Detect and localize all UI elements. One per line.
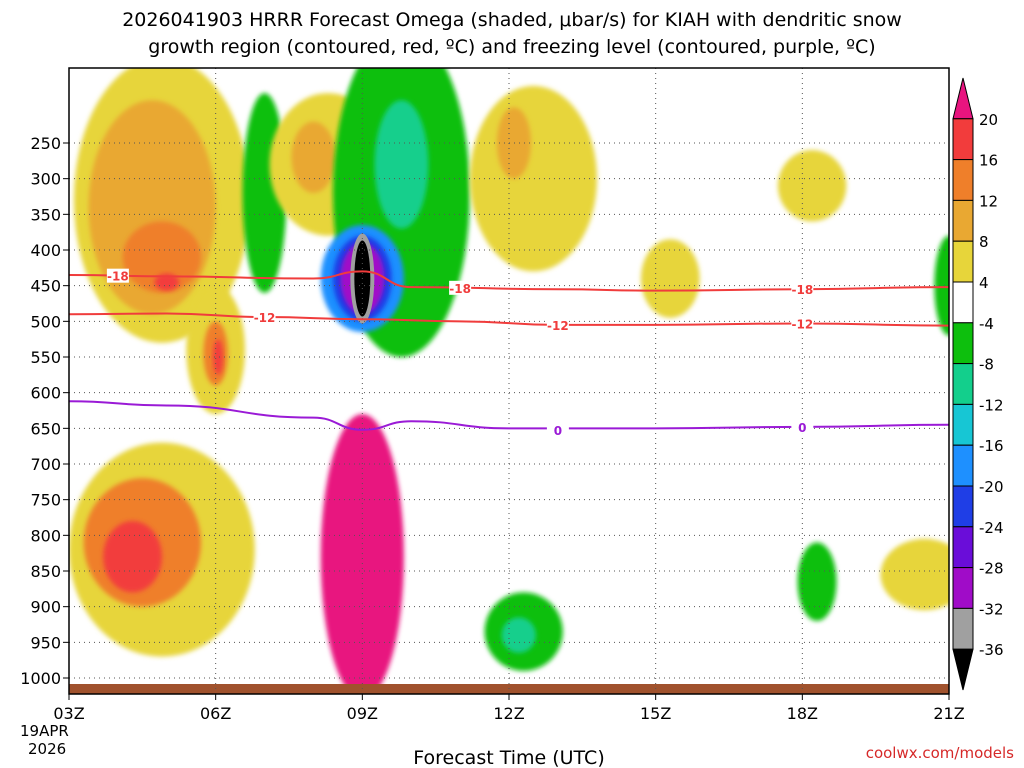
x-axis-time: 03Z 06Z 09Z 12Z 15Z 18Z 21Z [53,694,965,723]
contour-label-bg--18C-0 [106,268,129,283]
omega-region-16 [469,85,597,272]
colorbar-label--12: -12 [979,396,1004,414]
chart-title-line-2: growth region (contoured, red, ºC) and f… [148,36,875,58]
x-tick-label-18Z: 18Z [787,704,818,723]
omega-shading-layer [69,68,949,694]
colorbar-label-8: 8 [979,233,989,251]
x-tick-label-21Z: 21Z [933,704,964,723]
colorbar-swatch-0 [952,77,974,120]
omega-region-3 [154,273,179,291]
colorbar-label--8: -8 [979,356,994,374]
x-tick-label-15Z: 15Z [640,704,671,723]
omega-region-9 [291,121,336,193]
y-axis-pressure: 250 300 350 400 450 500 550 600 650 700 750 800 850 9… [20,134,69,688]
colorbar-swatch-5 [952,281,974,324]
y-tick-label-850: 850 [30,562,61,581]
colorbar-label--24: -24 [979,519,1004,537]
contour-label-bg--12C-0 [253,310,276,325]
y-tick-label-350: 350 [30,205,61,224]
omega-region-27 [934,235,949,336]
omega-region-2 [122,221,201,293]
contour-lines: -18 -18 -18 -12 -12 -12 0 0 [69,268,949,438]
y-tick-label-300: 300 [30,170,61,189]
omega-region-17 [496,107,531,179]
y-tick-label-400: 400 [30,241,61,260]
contour-line-0C [69,400,949,431]
contour-label--12C-0: -12 [254,311,276,325]
x-axis-title: Forecast Time (UTC) [413,747,604,768]
contour-label--18C-1: -18 [449,282,471,296]
colorbar-label--4: -4 [979,315,994,333]
contour-label--18C-0: -18 [107,270,129,284]
omega-region-19 [641,239,700,318]
colorbar-label-20: 20 [979,111,998,129]
y-tick-label-250: 250 [30,134,61,153]
y-tick-label-650: 650 [30,419,61,438]
colorbar-swatch-10 [952,485,974,528]
credit-text: coolwx.com/models [866,744,1014,762]
colorbar-swatch-6 [952,322,974,365]
omega-region-15 [320,414,404,694]
date-label-year: 2026 [28,740,66,758]
date-label-day: 19APR [20,722,69,740]
colorbar-swatch-11 [952,526,974,569]
colorbar-swatch-14 [952,648,974,691]
x-tick-label-03Z: 03Z [53,704,84,723]
x-tick-label-09Z: 09Z [347,704,378,723]
colorbar-swatch-7 [952,363,974,405]
colorbar-swatch-12 [952,567,974,609]
contour-label-bg--12C-1 [546,317,569,332]
contour-label-bg--18C-1 [449,280,472,295]
y-tick-label-500: 500 [30,312,61,331]
contour-label-bg-0C-0 [546,422,569,437]
colorbar-label--36: -36 [979,641,1004,659]
omega-region-22 [103,521,162,593]
y-tick-label-950: 950 [30,633,61,652]
contour-label-0C-0: 0 [554,424,562,438]
colorbar-label--28: -28 [979,560,1004,578]
colorbar-swatch-3 [952,199,974,242]
colorbar-swatch-13 [952,607,974,650]
colorbar-label--32: -32 [979,600,1004,618]
y-tick-label-750: 750 [30,491,61,510]
contour-line--12C [69,312,949,327]
y-tick-label-800: 800 [30,526,61,545]
colorbar-swatch-9 [952,444,974,487]
colorbar-swatch-2 [952,159,974,201]
omega-region-18 [777,150,847,222]
omega-region-24 [501,617,536,654]
contour-label-0C-1: 0 [798,421,806,435]
x-tick-label-06Z: 06Z [200,704,231,723]
omega-region-25 [797,542,837,621]
y-tick-label-550: 550 [30,348,61,367]
contour-label-bg--12C-2 [791,316,814,331]
contour-label--18C-2: -18 [791,283,813,297]
contour-label--12C-1: -12 [547,319,569,333]
x-tick-label-12Z: 12Z [493,704,524,723]
colorbar-label--20: -20 [979,478,1004,496]
omega-region-26 [880,538,949,611]
contour-label-bg-0C-1 [791,419,814,434]
colorbar-legend: 20 16 12 8 4 -4 -8 -12 -16 -20 -24 -28 -32 -36 [952,77,1004,691]
contour-label-bg--18C-2 [791,282,814,297]
colorbar-label--16: -16 [979,437,1004,455]
y-tick-label-450: 450 [30,277,61,296]
colorbar-swatch-8 [952,403,974,446]
contour-label--12C-2: -12 [791,317,813,331]
colorbar-label-4: 4 [979,274,989,292]
colorbar-swatch-1 [952,118,974,161]
colorbar-swatch-4 [952,240,974,283]
omega-region-11 [374,100,429,229]
y-tick-label-600: 600 [30,384,61,403]
y-tick-label-1000: 1000 [20,669,61,688]
y-tick-label-700: 700 [30,455,61,474]
colorbar-label-12: 12 [979,192,998,210]
chart-title-line-1: 2026041903 HRRR Forecast Omega (shaded, … [122,9,902,31]
colorbar-label-16: 16 [979,152,998,170]
y-tick-label-900: 900 [30,598,61,617]
